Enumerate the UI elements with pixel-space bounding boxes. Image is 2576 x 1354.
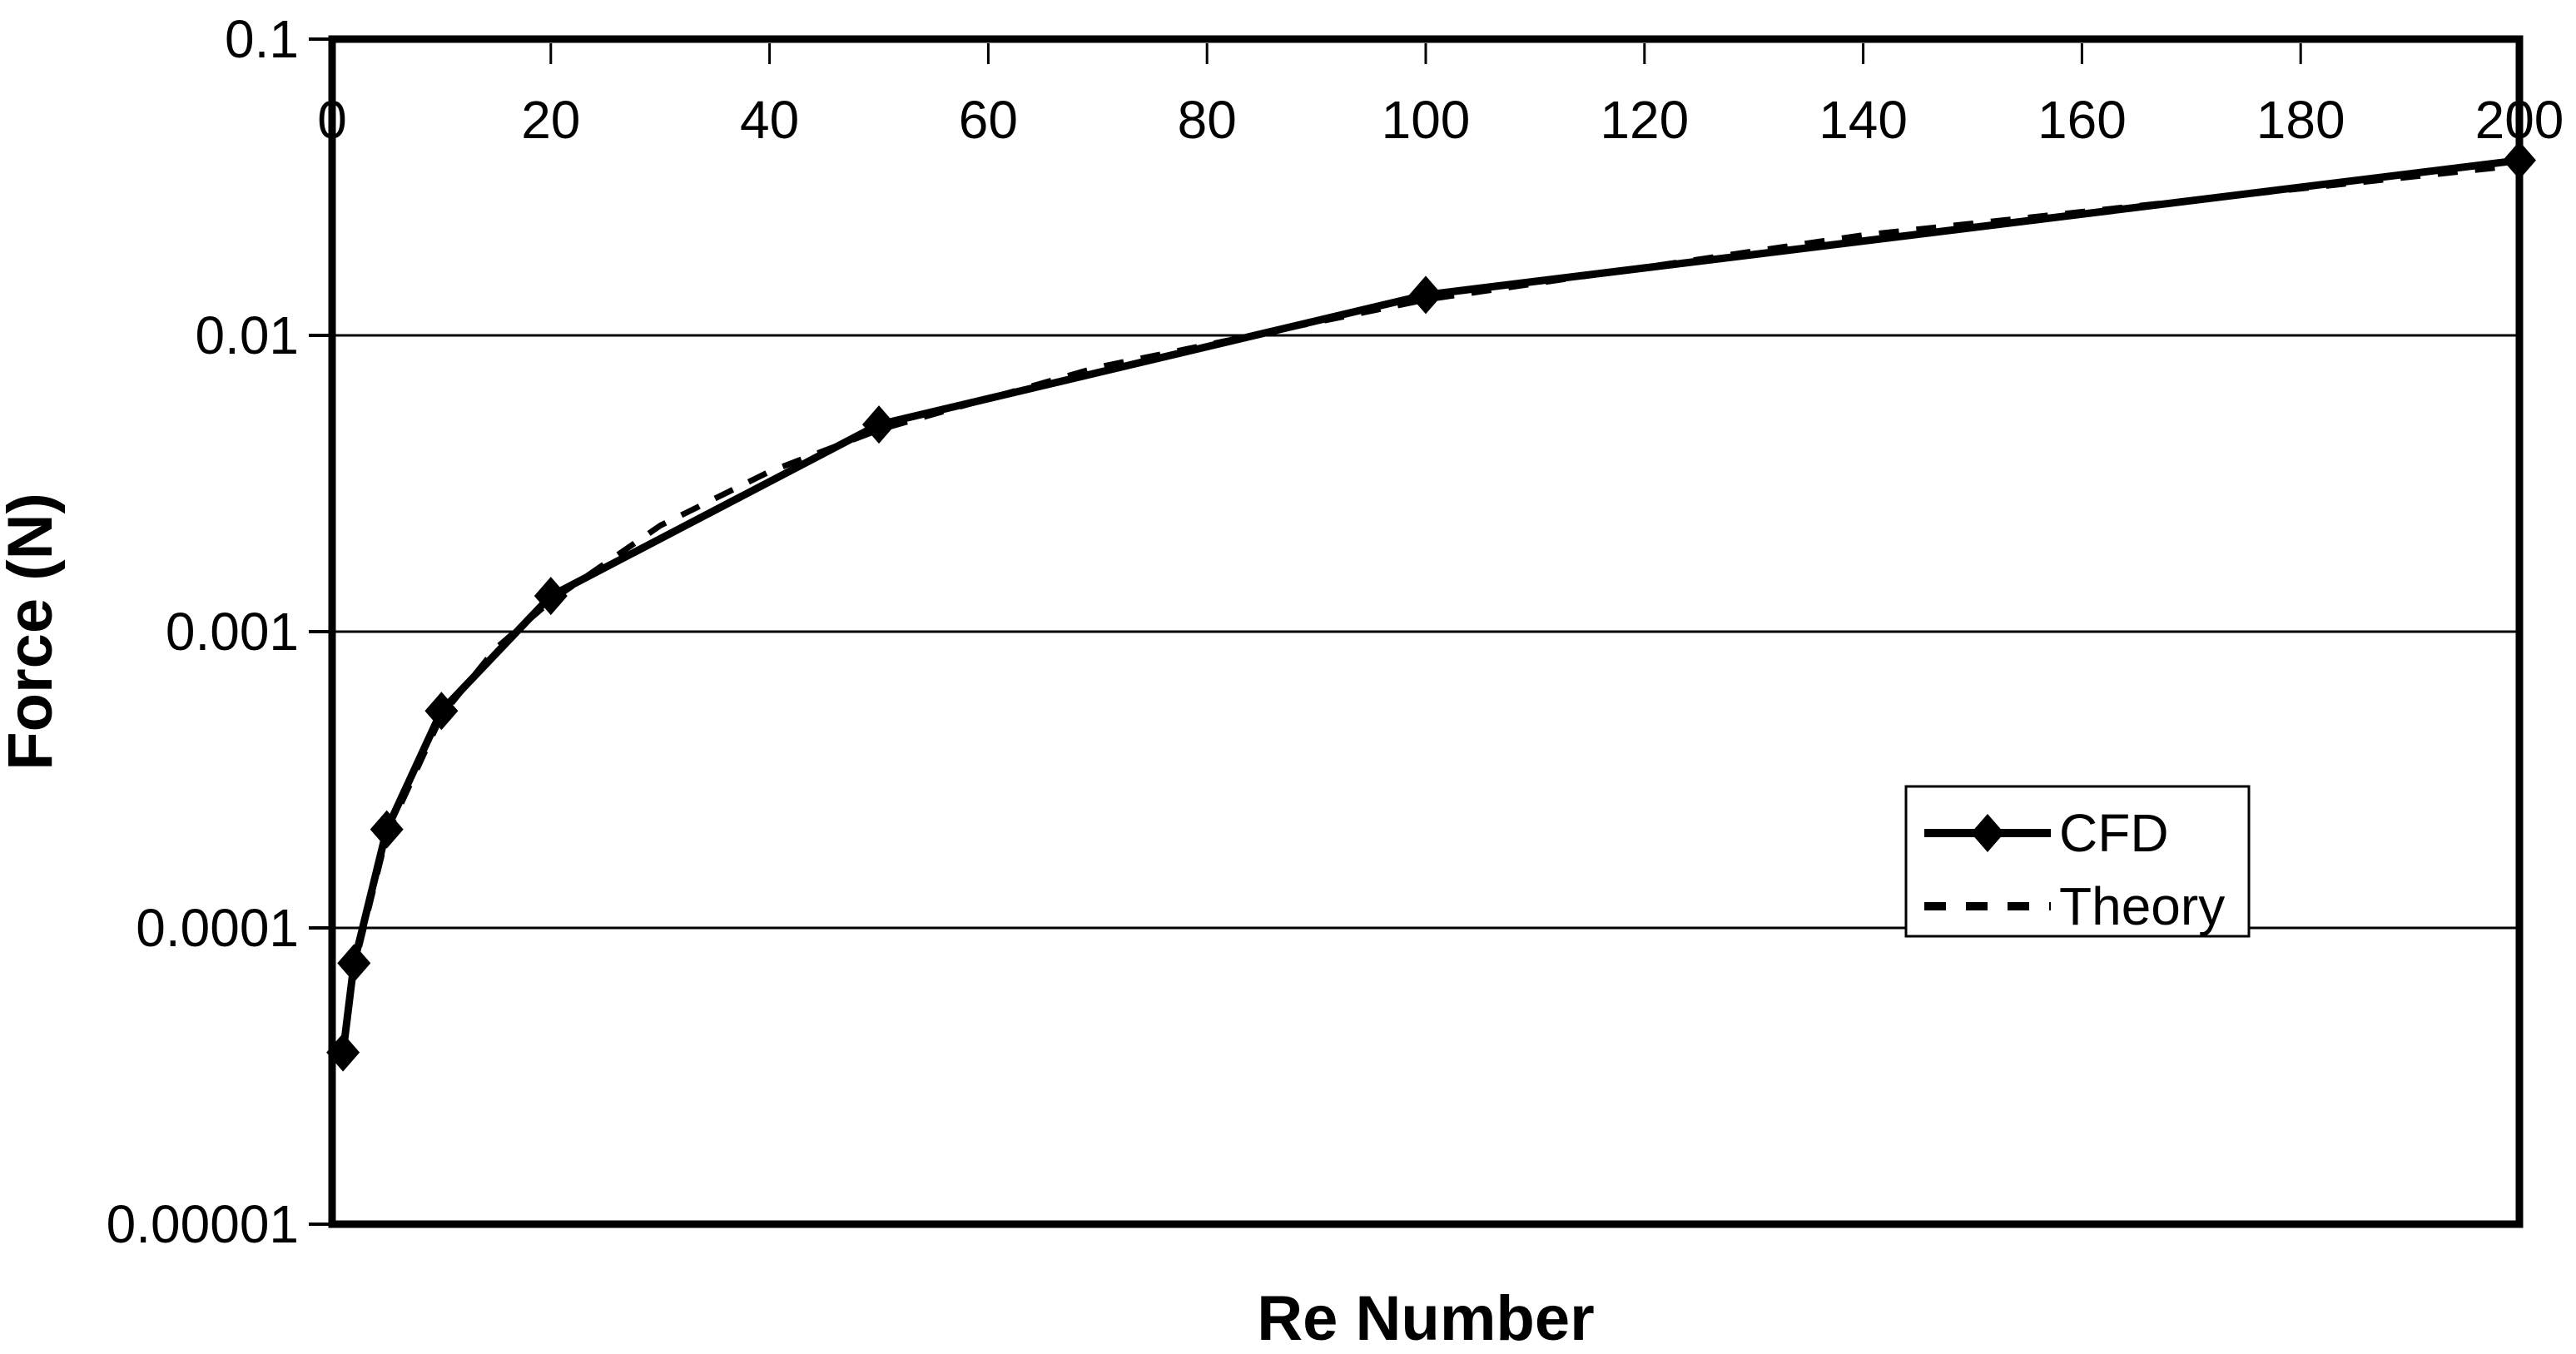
data-point-marker-cfd <box>534 577 568 616</box>
legend-label-theory: Theory <box>2059 876 2225 936</box>
y-tick-labels-group: 0.1 0.01 0.001 0.0001 0.00001 <box>107 9 299 1254</box>
data-point-marker-cfd <box>2503 141 2536 180</box>
legend-sample-cfd-line <box>1924 814 2051 852</box>
x-tick-label: 20 <box>521 90 580 150</box>
legend-cfd-sample-marker <box>1971 814 2004 852</box>
y-tick-label: 0.001 <box>166 602 299 662</box>
x-tick-label: 120 <box>1600 90 1689 150</box>
x-tick-label: 100 <box>1382 90 1471 150</box>
y-tick-label: 0.00001 <box>107 1194 299 1254</box>
x-tick-label: 160 <box>2037 90 2127 150</box>
y-tick-label: 0.1 <box>225 9 299 69</box>
legend-label-cfd: CFD <box>2059 803 2169 863</box>
legend-box: CFD Theory <box>1904 785 2251 938</box>
x-tick-label: 0 <box>317 90 347 150</box>
x-tick-label: 40 <box>740 90 799 150</box>
x-tick-labels-group: 0 20 40 60 80 100 120 140 160 180 200 <box>317 90 2564 150</box>
y-tick-label: 0.01 <box>195 305 299 365</box>
series-line-theory <box>340 162 2520 1059</box>
data-point-marker-cfd <box>337 944 371 983</box>
x-tick-label: 60 <box>959 90 1018 150</box>
x-tick-label: 200 <box>2475 90 2564 150</box>
x-tick-label: 140 <box>1819 90 1908 150</box>
y-axis-title: Force (N) <box>0 493 66 771</box>
legend-border <box>1904 785 2251 938</box>
y-tick-label: 0.0001 <box>136 898 299 958</box>
data-series-group <box>326 141 2536 1072</box>
x-tick-label: 80 <box>1178 90 1237 150</box>
x-axis-title: Re Number <box>1257 1283 1594 1350</box>
x-tick-label: 180 <box>2256 90 2345 150</box>
data-point-marker-cfd <box>1409 275 1442 315</box>
axis-ticks-group <box>309 37 2302 1226</box>
